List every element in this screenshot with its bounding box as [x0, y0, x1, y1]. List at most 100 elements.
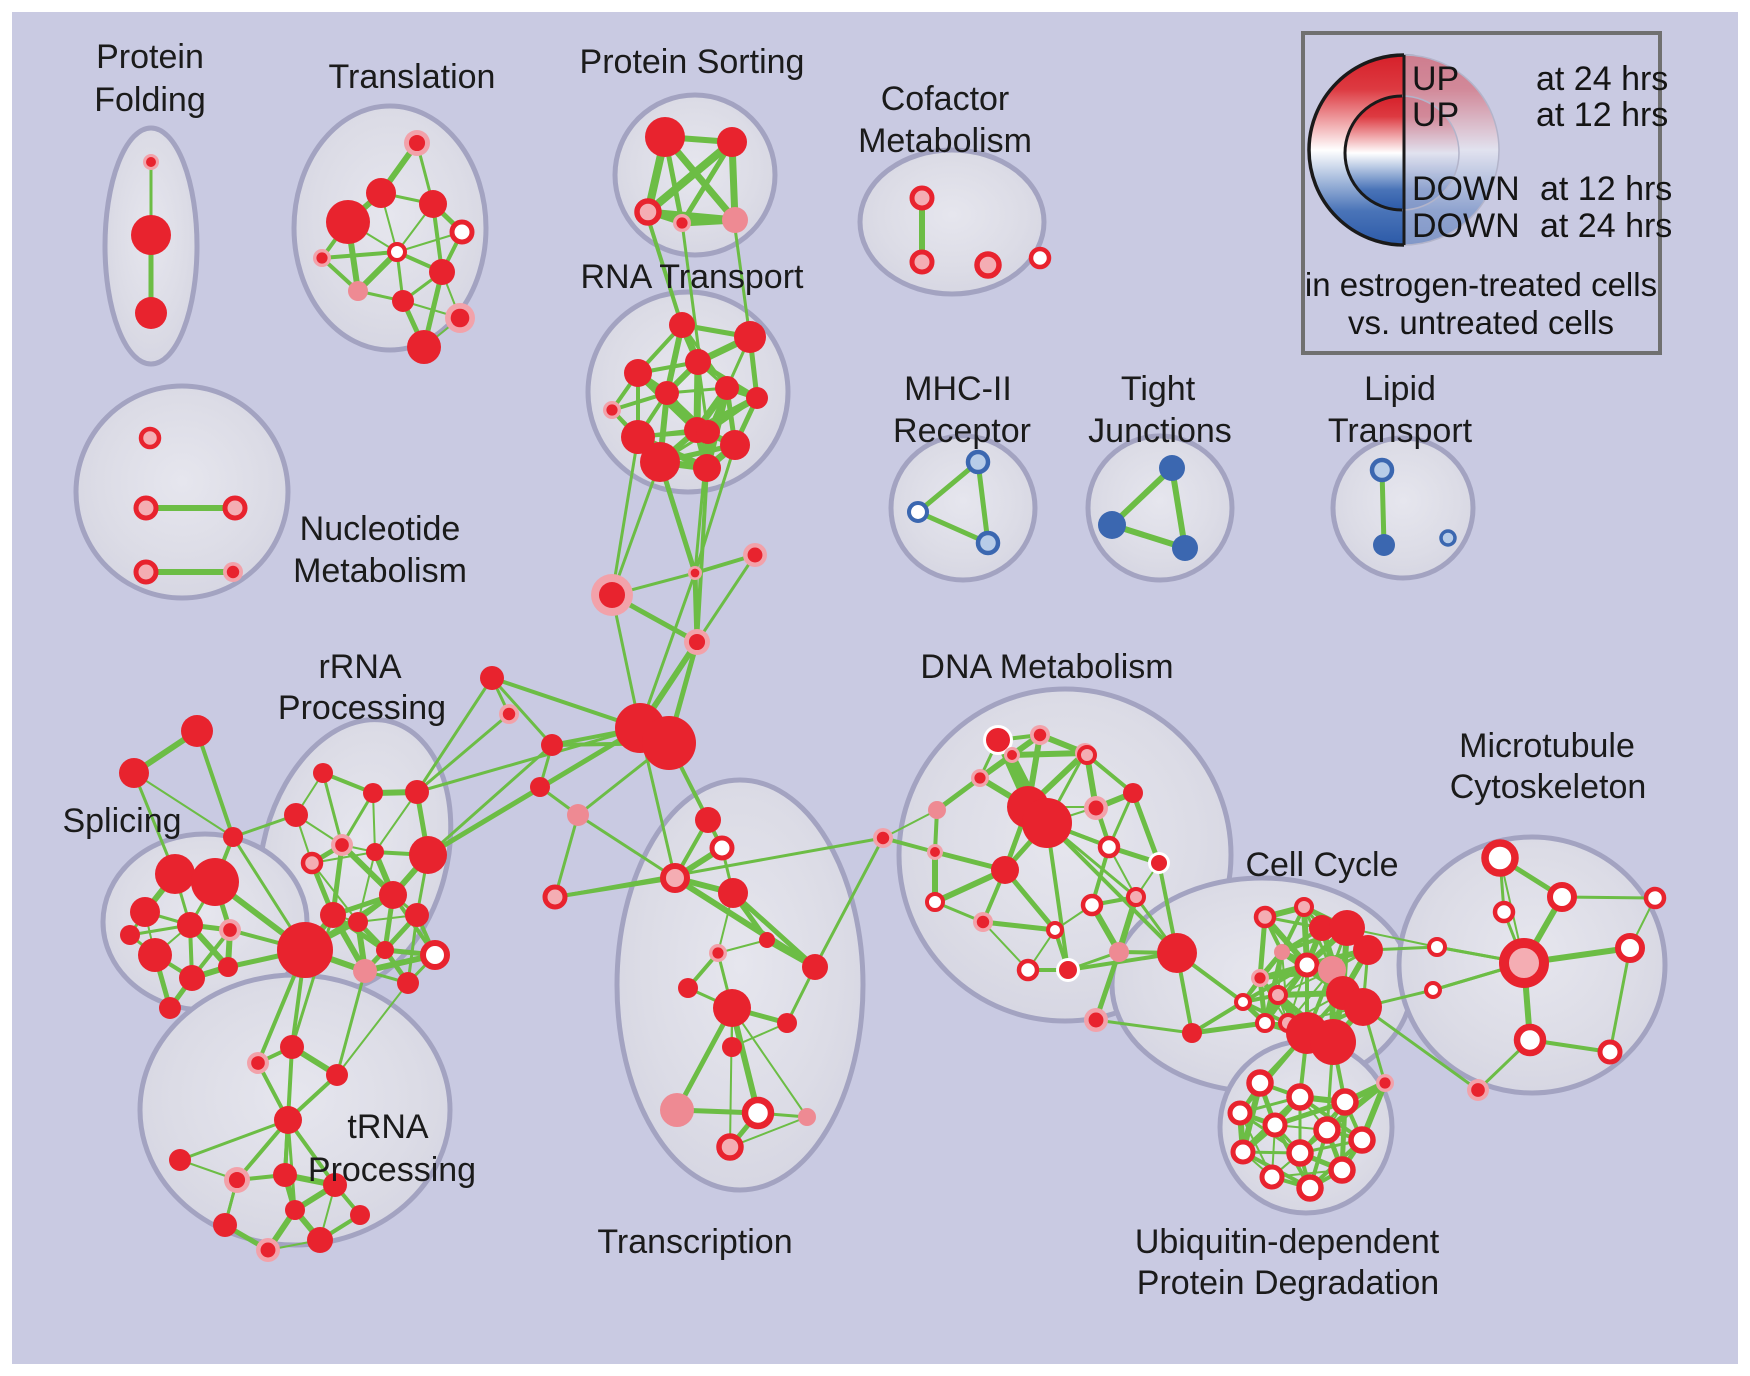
node-splicing-3 [177, 912, 203, 938]
node-dna-metabolism-12 [925, 892, 945, 912]
node-cell-cycle-6 [1080, 893, 1104, 917]
legend-down-24-time: at 24 hrs [1540, 207, 1672, 245]
node-lipid-transport-2 [1439, 529, 1457, 547]
node-splicing-0 [155, 854, 195, 894]
edge [646, 216, 684, 328]
cluster-mhc2-receptor-label-line2: Receptor [893, 412, 1031, 450]
node-tight-junctions-2 [1172, 535, 1198, 561]
node-trna-processing-9 [256, 1238, 280, 1262]
node-cell-cycle-24 [1255, 1013, 1275, 1033]
node-trna-processing-12 [285, 1200, 305, 1220]
cluster-trna-processing-label-line2: Processing [308, 1151, 476, 1189]
node-rrna-processing-3 [331, 834, 353, 856]
node-rna-transport-5 [715, 376, 739, 400]
node-cell-cycle-1 [1123, 783, 1143, 803]
node-transcription-4 [759, 932, 775, 948]
node-microtubule-cytoskeleton-6 [1597, 1039, 1623, 1065]
edge [729, 1007, 733, 1148]
node-tight-junctions-1 [1098, 511, 1126, 539]
node-hub-bridge-10 [480, 666, 504, 690]
node-translation-5 [387, 242, 407, 262]
node-dna-metabolism-3 [971, 769, 989, 787]
node-splicing-8 [120, 925, 140, 945]
node-splicing-1 [191, 858, 239, 906]
node-dna-metabolism-17 [1004, 747, 1020, 763]
edge [731, 1007, 808, 1118]
cluster-mhc2-receptor-label-line1: MHC-II [904, 370, 1012, 408]
legend-up-12-label: UP [1412, 96, 1459, 134]
node-ubiquitin-degradation-1 [1286, 1083, 1314, 1111]
node-hub-bridge-14 [223, 827, 243, 847]
node-splicing-4 [219, 919, 241, 941]
cluster-nucleotide-metabolism-label-line2: Metabolism [293, 552, 467, 590]
node-dna-metabolism-0 [983, 725, 1013, 755]
edge [336, 982, 409, 1076]
node-dna-metabolism-1 [1030, 725, 1050, 745]
cluster-protein-sorting-label-line1: Protein Sorting [580, 43, 805, 81]
cluster-tight-junctions-label-line2: Junctions [1088, 412, 1232, 450]
node-rrna-processing-0 [313, 763, 333, 783]
node-translation-2 [366, 178, 396, 208]
node-microtubule-cytoskeleton-8 [1424, 981, 1442, 999]
edge [638, 571, 697, 730]
cluster-rna-transport-label-line1: RNA Transport [581, 258, 805, 296]
node-ubiquitin-degradation-5 [1313, 1116, 1341, 1144]
network-layers: Protein Folding Translation Protein Sorting… [62, 38, 1668, 1302]
node-hub-bridge-9 [542, 884, 568, 910]
cluster-cofactor-metabolism-label-line1: Cofactor [881, 80, 1010, 118]
node-nucleotide-metabolism-1 [133, 495, 159, 521]
node-cell-cycle-20 [1268, 985, 1288, 1005]
node-mhc2-receptor-2 [975, 530, 1001, 556]
node-cell-cycle-16 [1274, 944, 1290, 960]
node-ubiquitin-degradation-7 [1230, 1139, 1256, 1165]
node-translation-6 [429, 259, 455, 285]
node-trna-processing-5 [224, 1167, 250, 1193]
node-rna-transport-13 [603, 401, 621, 419]
node-dna-metabolism-5 [873, 828, 893, 848]
edge [426, 743, 554, 857]
node-ubiquitin-degradation-2 [1331, 1088, 1359, 1116]
legend-updown-dial-icon [1307, 53, 1500, 247]
edge [610, 435, 640, 597]
node-transcription-8 [713, 989, 751, 1027]
node-rna-transport-4 [655, 381, 679, 405]
node-cell-cycle-15 [1353, 935, 1383, 965]
node-cofactor-metabolism-2 [974, 251, 1002, 279]
node-protein-sorting-2 [634, 198, 662, 226]
node-splicing-9 [159, 997, 181, 1019]
edge [915, 509, 991, 546]
node-rna-transport-0 [669, 312, 695, 338]
node-cell-cycle-0 [1077, 745, 1097, 765]
node-rrna-processing-9 [320, 902, 346, 928]
node-translation-1 [326, 200, 370, 244]
node-rrna-processing-2 [405, 780, 429, 804]
node-rrna-processing-7 [379, 881, 407, 909]
node-microtubule-cytoskeleton-0 [1481, 839, 1519, 877]
node-translation-8 [392, 290, 414, 312]
node-transcription-13 [798, 1108, 816, 1126]
edge [415, 676, 494, 794]
node-translation-11 [313, 249, 331, 267]
cluster-trna-processing-label-line1: tRNA [347, 1108, 429, 1146]
node-transcription-5 [709, 944, 727, 962]
node-trna-processing-8 [213, 1213, 237, 1237]
node-mhc2-receptor-0 [965, 449, 991, 475]
node-microtubule-cytoskeleton-5 [1513, 1023, 1547, 1057]
legend: UP UP DOWN DOWN at 24 hrs at 12 hrs at 1… [1301, 31, 1672, 355]
edge [1189, 1020, 1268, 1036]
edge [733, 226, 752, 340]
node-lipid-transport-1 [1373, 534, 1395, 556]
cluster-cell-cycle-label-line1: Cell Cycle [1245, 846, 1398, 884]
legend-down-12-time: at 12 hrs [1540, 170, 1672, 208]
node-translation-9 [407, 330, 441, 364]
cluster-lipid-transport-ellipse [1330, 435, 1476, 581]
node-cell-cycle-3 [1097, 835, 1121, 859]
node-transcription-0 [695, 807, 721, 833]
edge [357, 851, 376, 923]
node-protein-sorting-4 [722, 207, 748, 233]
cluster-tight-junctions-label-line1: Tight [1121, 370, 1196, 408]
edge [644, 138, 736, 216]
cluster-ubiquitin-degradation-label-line2: Protein Degradation [1137, 1264, 1439, 1302]
node-protein-sorting-3 [673, 214, 691, 232]
